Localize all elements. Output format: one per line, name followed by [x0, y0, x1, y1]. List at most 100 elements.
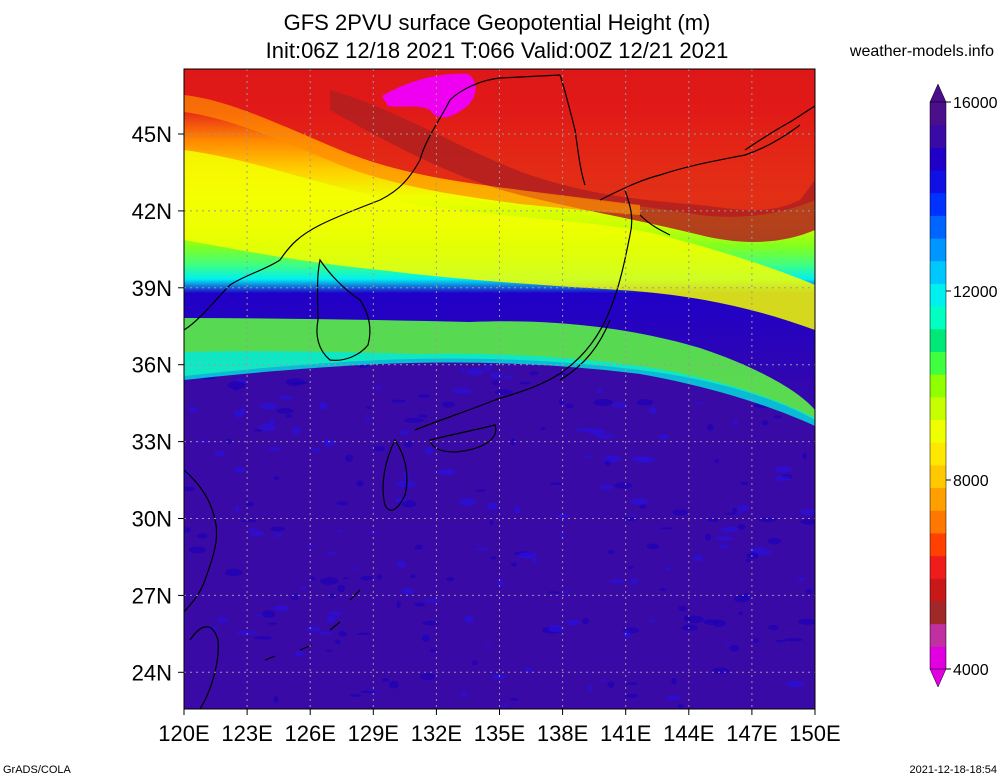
coastline-shikoku	[429, 424, 497, 453]
speckle	[213, 450, 226, 456]
yellow-core	[184, 150, 815, 330]
colorbar-swatch	[930, 351, 946, 375]
speckle	[270, 526, 286, 532]
speckle	[401, 500, 417, 508]
speckle	[235, 506, 240, 512]
speckle	[659, 587, 666, 592]
speckle	[797, 577, 806, 581]
speckle	[774, 475, 791, 482]
speckle	[800, 509, 815, 515]
magenta-low	[382, 73, 476, 118]
speckle	[401, 588, 415, 595]
speckle	[216, 617, 228, 623]
speckle	[517, 552, 537, 559]
footer-credit: GrADS/COLA	[3, 764, 71, 776]
speckle	[273, 605, 290, 612]
speckle	[740, 481, 749, 486]
speckle	[606, 550, 615, 554]
x-tick-label: 126E	[285, 721, 336, 746]
speckle	[707, 518, 719, 522]
height-field	[184, 69, 815, 709]
colorbar-top-arrow	[929, 83, 947, 103]
speckle	[241, 519, 258, 523]
speckle	[737, 504, 750, 512]
speckle	[558, 532, 565, 538]
speckle	[646, 543, 660, 550]
speckle	[738, 611, 744, 616]
speckle	[626, 682, 638, 685]
speckle	[424, 599, 441, 603]
speckle	[768, 624, 779, 631]
speckle	[629, 514, 639, 517]
speckle	[660, 527, 673, 530]
speckle	[597, 387, 602, 394]
speckle	[360, 690, 377, 694]
colorbar-swatch	[930, 215, 946, 239]
speckle	[582, 617, 590, 625]
speckle	[188, 407, 198, 413]
green-belt	[184, 318, 815, 420]
colorbar-swatch	[930, 374, 946, 398]
speckle	[484, 644, 492, 648]
speckle	[614, 482, 633, 489]
speckle	[305, 545, 315, 548]
x-tick-label: 141E	[600, 721, 651, 746]
speckle	[188, 546, 206, 554]
y-tick-label: 39N	[132, 276, 172, 301]
speckle	[337, 584, 345, 593]
speckle	[630, 578, 638, 585]
speckle	[532, 557, 539, 563]
speckle	[267, 622, 277, 625]
speckle	[446, 576, 455, 582]
speckle	[490, 556, 497, 560]
colorbar-swatch	[930, 600, 946, 625]
speckle	[422, 620, 440, 626]
speckle	[491, 380, 500, 386]
speckle	[595, 434, 616, 439]
speckle	[417, 394, 431, 398]
speckle	[685, 615, 704, 624]
speckle	[369, 531, 379, 535]
speckle	[336, 501, 349, 506]
speckle	[773, 415, 783, 419]
speckle	[509, 698, 519, 701]
speckle	[636, 399, 654, 406]
speckle	[732, 507, 737, 515]
speckle	[196, 533, 208, 539]
speckle	[318, 631, 334, 635]
speckle	[338, 630, 347, 637]
speckle	[587, 685, 593, 691]
speckle	[184, 527, 191, 533]
coastline-ryukyu	[264, 589, 361, 661]
speckle	[497, 578, 504, 587]
speckle	[318, 401, 328, 410]
colorbar-swatch	[930, 306, 946, 330]
speckle	[510, 438, 516, 446]
speckle	[767, 537, 782, 545]
speckle	[356, 632, 371, 635]
speckle	[746, 552, 759, 559]
speckle	[733, 595, 750, 603]
speckle	[404, 417, 424, 423]
speckle	[285, 414, 293, 418]
colorbar-swatch	[930, 623, 946, 647]
speckle	[299, 586, 308, 590]
speckle	[524, 667, 533, 673]
speckle	[607, 681, 615, 688]
speckle	[328, 611, 343, 616]
coastline-kurils	[744, 105, 815, 151]
x-tick-label: 147E	[726, 721, 777, 746]
speckle	[681, 624, 699, 631]
speckle	[396, 560, 406, 569]
speckle	[745, 559, 751, 563]
colorbar-swatch	[930, 464, 946, 489]
speckle	[704, 533, 711, 541]
speckle	[247, 528, 259, 531]
coastline-taiwan	[189, 626, 219, 709]
speckle	[600, 484, 613, 490]
speckle	[227, 381, 246, 390]
speckle	[519, 381, 531, 385]
speckle	[365, 416, 372, 421]
dark-red-band	[330, 90, 815, 242]
colorbar-swatch	[930, 102, 946, 126]
